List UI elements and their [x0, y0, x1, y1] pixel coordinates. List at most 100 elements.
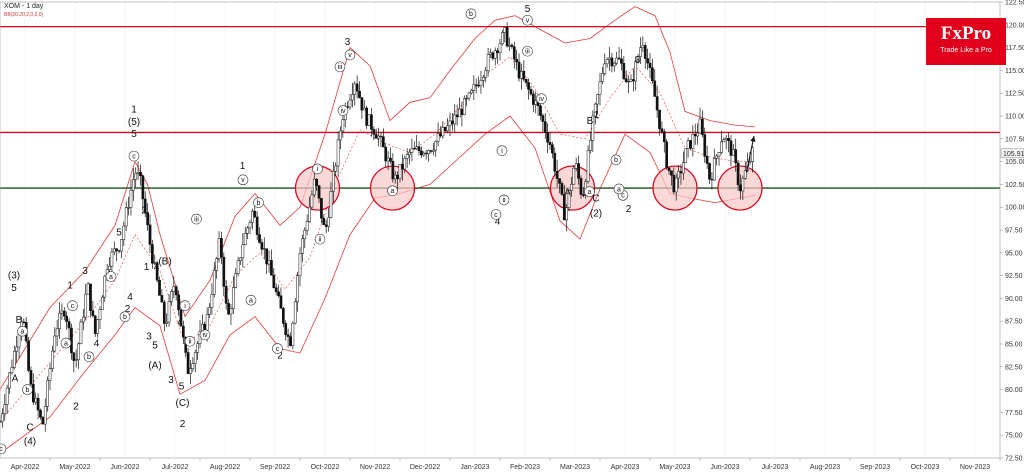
y-tick-label: 100.00 — [1005, 205, 1024, 212]
candle-body — [312, 178, 316, 196]
circled-label-text: a — [391, 188, 395, 195]
candle-body — [617, 57, 621, 60]
y-tick-label: 115.00 — [1005, 68, 1024, 75]
candle-body — [1, 413, 4, 422]
candle-body — [398, 163, 402, 179]
candle — [155, 260, 159, 283]
candle-body — [310, 194, 314, 208]
candle — [631, 68, 635, 92]
y-tick-label: 72.50 — [1005, 456, 1023, 463]
candle-body — [553, 152, 557, 172]
circled-label-text: ii — [318, 236, 322, 243]
candle-body — [741, 178, 745, 192]
candle — [381, 128, 385, 148]
candle-body — [693, 133, 697, 137]
x-tick-label: May-2022 — [59, 464, 90, 471]
candle-body — [351, 94, 354, 101]
candle — [174, 284, 178, 301]
circled-label-ring — [0, 443, 7, 455]
wave-label: 4 — [177, 317, 183, 328]
candle-body — [593, 103, 597, 117]
bollinger-lower — [0, 115, 756, 454]
circled-wave-label: b — [119, 311, 131, 322]
candle — [651, 58, 654, 84]
logo-name: FxPro — [940, 23, 992, 44]
chart-header: XOM - 1 day — [4, 3, 44, 10]
candle — [301, 234, 304, 263]
candle — [384, 143, 388, 168]
candle-body — [70, 327, 73, 354]
candle — [172, 276, 176, 299]
candle-body — [43, 406, 47, 425]
candle — [181, 320, 185, 344]
wave-label: 4 — [94, 339, 100, 350]
candle — [212, 261, 216, 298]
candle — [217, 231, 221, 263]
wave-label: 1 — [67, 280, 73, 291]
candle — [234, 268, 238, 289]
candle — [541, 113, 545, 132]
candle-body — [420, 150, 423, 156]
candle — [548, 132, 552, 150]
candle — [662, 128, 666, 153]
circled-label-text: c — [494, 212, 498, 219]
wave-label: C — [592, 194, 599, 205]
candle — [701, 110, 704, 138]
candle — [360, 97, 364, 119]
candle — [698, 107, 702, 135]
circled-label-ring — [536, 93, 547, 104]
candle — [286, 328, 290, 348]
candle-body — [146, 212, 149, 226]
candle — [215, 256, 219, 279]
candle-body — [567, 190, 571, 208]
candle-body — [327, 217, 330, 227]
candle-body — [734, 149, 738, 164]
circled-label-text: b — [614, 157, 618, 164]
candle — [708, 162, 711, 185]
candle-body — [181, 325, 185, 338]
y-tick-label: 110.00 — [1005, 114, 1024, 121]
candle-body — [122, 225, 126, 240]
circled-label-ring — [312, 163, 323, 175]
candle — [193, 349, 197, 373]
candle-body — [301, 238, 304, 254]
candle — [658, 109, 661, 136]
candle-body — [443, 127, 447, 132]
candle-body — [481, 76, 485, 81]
bollinger-upper — [0, 6, 756, 390]
candle — [634, 56, 638, 91]
candle-body — [543, 121, 547, 133]
candle — [486, 47, 490, 77]
candle — [639, 37, 642, 64]
candle — [167, 294, 171, 327]
candle-body — [520, 71, 523, 79]
candle-body — [629, 79, 633, 82]
candle — [743, 162, 747, 180]
candle-body — [15, 346, 19, 352]
circled-label-text: iv — [202, 332, 208, 339]
candle-body — [322, 217, 326, 226]
candle — [241, 233, 245, 268]
indicator-label: BB(20,20,2,0,2,0) — [4, 12, 44, 18]
candle — [481, 74, 485, 88]
candle — [415, 135, 419, 151]
wave-label: 5 — [152, 341, 158, 352]
candle-body — [84, 293, 88, 318]
candle-body — [381, 136, 385, 148]
candle-body — [627, 81, 630, 83]
candle — [565, 204, 569, 232]
circled-wave-label: b — [22, 384, 33, 395]
candle — [370, 107, 373, 137]
candle-body — [60, 310, 64, 314]
candle-body — [124, 207, 128, 227]
candle — [441, 120, 445, 139]
candle — [474, 78, 478, 94]
candle — [151, 240, 154, 269]
candle-body — [217, 238, 221, 259]
candle — [543, 113, 547, 139]
circled-wave-label: iv — [199, 329, 211, 341]
wave-label: 2 — [626, 204, 632, 215]
candle — [496, 47, 499, 64]
candle — [515, 49, 519, 71]
